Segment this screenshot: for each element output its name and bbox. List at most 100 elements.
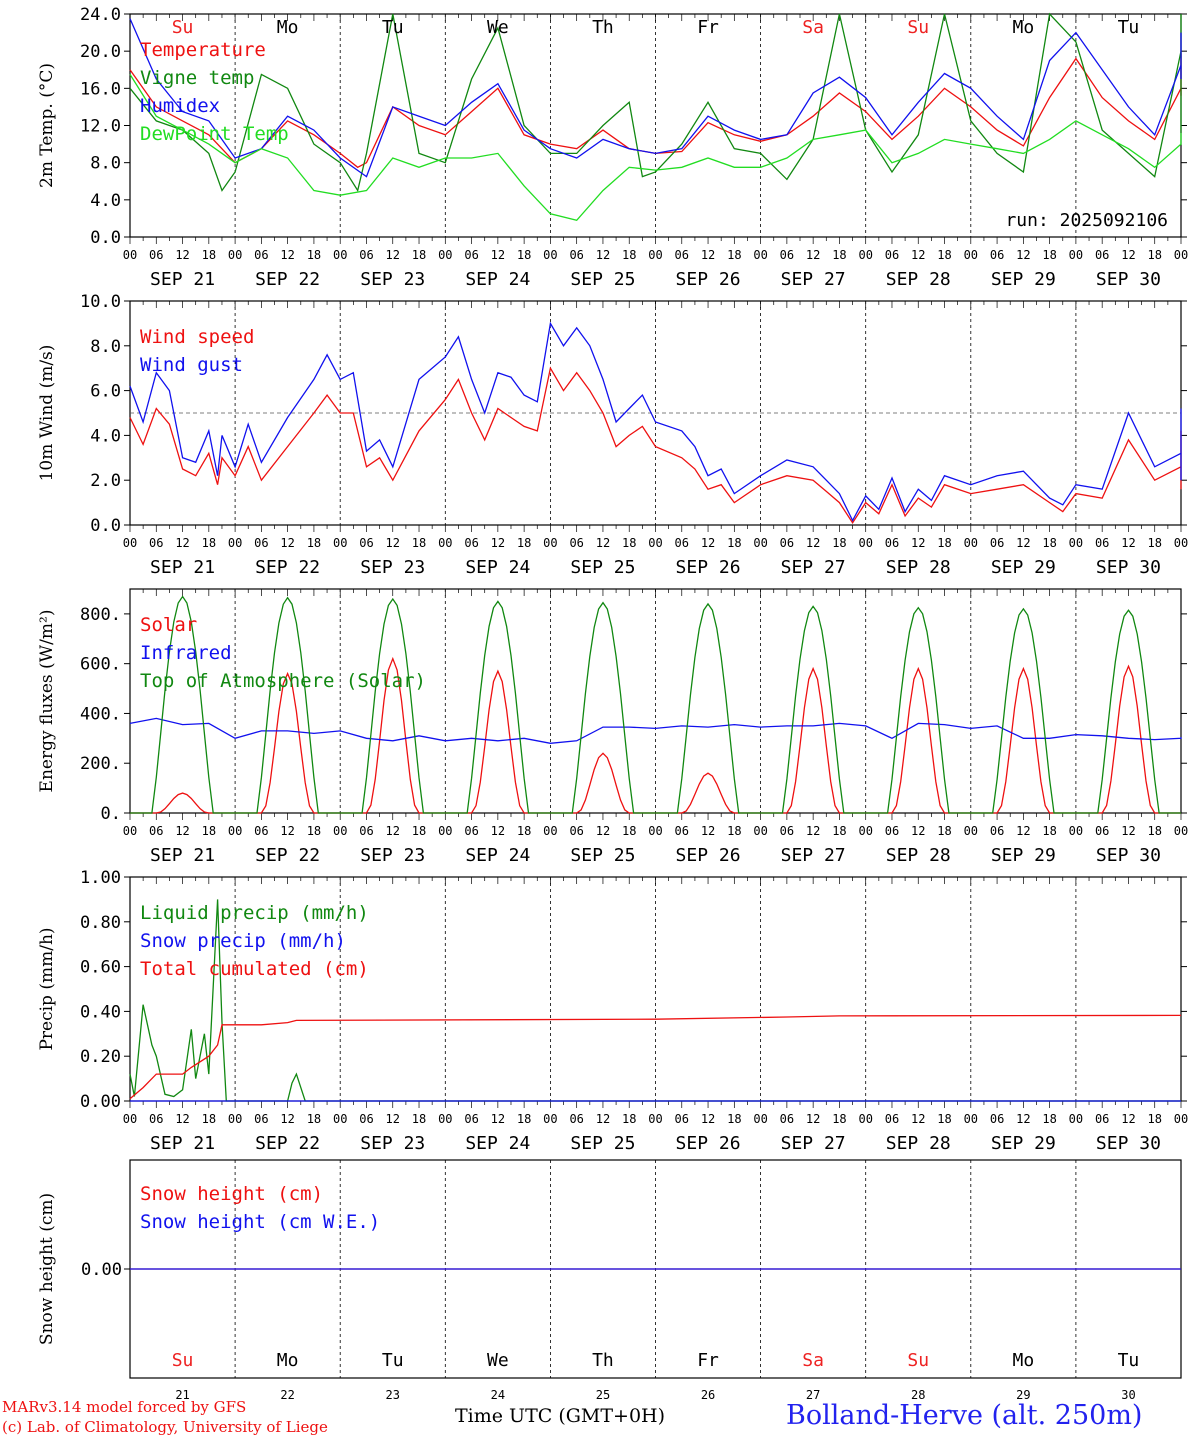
date-label: SEP 25 [570,269,635,290]
hour-tick-label: 18 [1147,536,1161,550]
hour-tick-label: 00 [648,536,662,550]
hour-tick-label: 00 [1069,536,1083,550]
day-label-bottom: Mo [277,1350,299,1371]
hour-tick-label: 00 [228,248,242,262]
date-label: SEP 23 [360,1133,425,1154]
hour-tick-label: 06 [569,1112,583,1126]
hour-tick-label: 18 [307,536,321,550]
y-tick-label: 12.0 [80,117,121,137]
series-line-humidex [129,18,1182,178]
day-number: 27 [806,1388,820,1402]
day-number: 26 [701,1388,715,1402]
hour-tick-label: 00 [438,248,452,262]
y-tick-label: 0.20 [80,1047,121,1067]
hour-tick-label: 12 [1121,1112,1135,1126]
xaxis-label: Time UTC (GMT+0H) [455,1405,666,1427]
day-number: 22 [280,1388,294,1402]
hour-tick-label: 12 [280,248,294,262]
date-label: SEP 26 [676,269,741,290]
hour-tick-label: 18 [517,824,531,838]
date-label: SEP 29 [991,557,1056,578]
hour-tick-label: 18 [727,1112,741,1126]
hour-tick-label: 00 [123,536,137,550]
y-tick-label: 24.0 [80,5,121,25]
hour-tick-label: 12 [911,248,925,262]
day-label-top: Fr [697,17,719,38]
station-name: Bolland-Herve (alt. 250m) [786,1400,1143,1431]
hour-tick-label: 06 [990,536,1004,550]
hour-tick-label: 06 [359,536,373,550]
hour-tick-label: 18 [1042,536,1056,550]
day-label-top: Tu [382,17,404,38]
y-tick-label: 4.0 [90,426,121,446]
date-label: SEP 22 [255,557,320,578]
hour-tick-label: 12 [806,824,820,838]
date-label: SEP 22 [255,269,320,290]
date-label: SEP 25 [570,1133,635,1154]
y-tick-label: 16.0 [80,79,121,99]
date-label: SEP 27 [781,1133,846,1154]
date-label: SEP 26 [676,1133,741,1154]
hour-tick-label: 00 [858,824,872,838]
hour-tick-label: 18 [622,1112,636,1126]
day-label-bottom: We [487,1350,509,1371]
hour-tick-label: 06 [990,824,1004,838]
hour-tick-label: 06 [254,536,268,550]
hour-tick-label: 06 [780,248,794,262]
y-axis-label: Energy fluxes (W/m²) [37,610,57,793]
legend-infrared: Infrared [140,642,232,664]
day-label-top: Tu [1118,17,1140,38]
hour-tick-label: 06 [149,824,163,838]
hour-tick-label: 18 [202,824,216,838]
hour-tick-label: 06 [675,248,689,262]
hour-tick-label: 06 [885,248,899,262]
hour-tick-label: 12 [806,536,820,550]
date-label: SEP 21 [150,845,215,866]
hour-tick-label: 00 [964,248,978,262]
hour-tick-label: 18 [517,536,531,550]
day-label-top: Th [592,17,614,38]
hour-tick-label: 18 [832,824,846,838]
hour-tick-label: 18 [517,248,531,262]
hour-tick-label: 06 [569,536,583,550]
hour-tick-label: 18 [937,824,951,838]
hour-tick-label: 06 [359,1112,373,1126]
hour-tick-label: 00 [1069,824,1083,838]
hour-tick-label: 12 [1121,536,1135,550]
date-label: SEP 30 [1096,269,1161,290]
y-tick-label: 0.40 [80,1002,121,1022]
hour-tick-label: 18 [307,1112,321,1126]
hour-tick-label: 06 [359,824,373,838]
date-label: SEP 28 [886,269,951,290]
hour-tick-label: 00 [648,1112,662,1126]
hour-tick-label: 00 [964,536,978,550]
y-axis-label: 10m Wind (m/s) [37,345,57,482]
hour-tick-label: 12 [701,824,715,838]
hour-tick-label: 18 [1042,248,1056,262]
hour-tick-label: 06 [569,248,583,262]
date-label: SEP 27 [781,269,846,290]
hour-tick-label: 06 [149,1112,163,1126]
legend-temperature: Temperature [140,39,266,61]
date-label: SEP 25 [570,557,635,578]
hour-tick-label: 18 [622,536,636,550]
hour-tick-label: 12 [280,824,294,838]
y-tick-label: 8.0 [90,154,121,174]
hour-tick-label: 00 [858,1112,872,1126]
y-tick-label: 1.00 [80,868,121,888]
hour-tick-label: 18 [832,248,846,262]
hour-tick-label: 06 [675,824,689,838]
date-label: SEP 30 [1096,557,1161,578]
y-tick-label: 800. [80,605,121,625]
hour-tick-label: 12 [911,824,925,838]
y-tick-label: 0.00 [81,1260,122,1280]
date-label: SEP 21 [150,269,215,290]
date-label: SEP 28 [886,845,951,866]
day-label-top: Su [907,17,929,38]
hour-tick-label: 18 [1042,1112,1056,1126]
hour-tick-label: 12 [175,248,189,262]
series-line-dewpoint-temp [129,74,1182,222]
day-label-bottom: Th [592,1350,614,1371]
hour-tick-label: 18 [622,824,636,838]
date-label: SEP 29 [991,845,1056,866]
